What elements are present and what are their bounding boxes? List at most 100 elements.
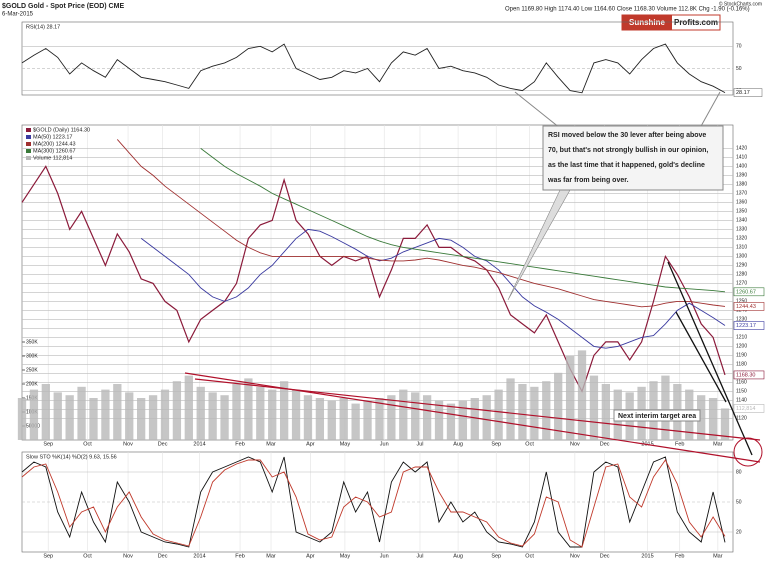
x-tick-label: Oct — [525, 441, 534, 447]
volume-bar — [327, 400, 336, 440]
value-tag — [733, 302, 765, 311]
volume-bar — [530, 386, 539, 440]
x-tick-label: Apr — [306, 553, 315, 559]
series-line — [116, 139, 726, 308]
y-tick-label: 1370 — [736, 191, 747, 197]
x-tick-label: Mar — [266, 441, 276, 447]
x-tick-label: Feb — [235, 441, 244, 447]
x-tick-label: Sep — [43, 553, 53, 559]
volume-bar — [29, 389, 39, 440]
y-tick-label: 1190 — [736, 353, 747, 359]
volume-bar — [434, 400, 444, 440]
volume-bar — [172, 381, 182, 440]
trend-line — [675, 311, 727, 403]
value-tag-label: 1260.67 — [736, 289, 756, 295]
volume-bar — [351, 403, 360, 440]
volume-bar — [697, 395, 706, 440]
volume-bar — [446, 403, 456, 440]
volume-bar — [589, 375, 599, 440]
x-tick-label: Dec — [600, 553, 610, 559]
x-tick-label: Jun — [380, 553, 389, 559]
volume-bar — [89, 398, 98, 440]
legend-swatch — [26, 128, 31, 132]
series-line — [21, 456, 726, 548]
volume-bar — [470, 398, 479, 440]
y2-tick-label: 200K — [26, 381, 38, 387]
volume-bar — [363, 400, 372, 440]
target-box — [613, 409, 701, 422]
callout-pointer — [699, 91, 721, 129]
value-tag-label: 28.17 — [736, 90, 750, 96]
legend-swatch — [26, 142, 31, 146]
volume-bar — [160, 389, 170, 440]
x-tick-label: Jun — [380, 441, 389, 447]
y-tick-label: 1150 — [736, 389, 747, 395]
callout-text: as the last time that it happened, gold'… — [548, 162, 705, 169]
y-tick-label: 1380 — [736, 182, 747, 188]
volume-bar — [125, 392, 134, 440]
volume-bar — [208, 392, 217, 440]
y-tick-label: 50 — [736, 66, 742, 72]
volume-bar — [458, 400, 468, 440]
volume-bar — [220, 395, 229, 440]
y-tick-label: 1230 — [736, 317, 747, 323]
volume-bar — [577, 350, 587, 440]
x-tick-label: Feb — [675, 553, 684, 559]
volume-bar — [315, 398, 325, 440]
logo-mark — [622, 15, 672, 30]
x-tick-label: Mar — [266, 553, 276, 559]
x-tick-label: Sep — [491, 441, 501, 447]
x-tick-label: Oct — [83, 441, 92, 447]
volume-bar — [268, 389, 277, 440]
volume-bar — [375, 398, 384, 440]
callout-text: was far from being over. — [547, 177, 629, 184]
volume-bar — [184, 375, 193, 440]
volume-bar — [303, 395, 313, 440]
date: 6-Mar-2015 — [2, 12, 34, 18]
volume-bar — [196, 386, 205, 440]
x-tick-label: Nov — [570, 441, 580, 447]
legend-label: $GOLD (Daily) 1164.30 — [33, 127, 90, 133]
volume-bar — [77, 386, 86, 440]
y-tick-label: 1240 — [736, 308, 747, 314]
value-tag — [733, 321, 765, 330]
y-tick-label: 1360 — [736, 200, 747, 206]
series-line — [140, 228, 726, 349]
y-tick-label: 1420 — [736, 146, 747, 152]
x-tick-label: Nov — [570, 553, 580, 559]
x-tick-label: Nov — [123, 553, 133, 559]
y-tick-label: 1280 — [736, 272, 747, 278]
x-tick-label: May — [340, 441, 351, 447]
y-tick-label: 1400 — [736, 164, 747, 170]
y-tick-label: 50 — [736, 499, 742, 505]
legend-label: MA(50) 1223.17 — [33, 134, 72, 140]
volume-bar — [137, 398, 146, 440]
volume-bar — [542, 381, 551, 440]
target-circle — [733, 437, 763, 467]
volume-bar — [113, 384, 122, 440]
y-tick-label: 20 — [736, 529, 742, 535]
legend-label: MA(200) 1244.43 — [33, 141, 76, 147]
chart-title: $GOLD Gold - Spot Price (EOD) CME — [2, 3, 124, 10]
panel-title: Slow STO %K(14) %D(2) 9.63, 15.56 — [26, 454, 117, 460]
y-tick-label: 1160 — [736, 380, 747, 386]
volume-bar — [554, 372, 563, 440]
x-tick-label: Aug — [453, 553, 463, 559]
x-tick-label: Oct — [83, 553, 92, 559]
volume-bar — [279, 381, 289, 440]
value-tag — [733, 404, 765, 413]
y-tick-label: 1320 — [736, 236, 747, 242]
value-tag-label: 112,814 — [736, 406, 755, 412]
legend-label: MA(300) 1260.67 — [33, 148, 76, 154]
volume-bar — [565, 356, 575, 440]
y-tick-label: 1310 — [736, 245, 747, 251]
logo-text: Sunshine — [629, 18, 666, 27]
series-line — [21, 165, 726, 393]
volume-bar — [506, 378, 515, 440]
y-tick-label: 80 — [736, 469, 742, 475]
x-tick-label: Dec — [158, 553, 168, 559]
value-tag-label: 1244.43 — [736, 304, 756, 310]
volume-bar — [411, 392, 420, 440]
legend-swatch — [26, 156, 31, 160]
